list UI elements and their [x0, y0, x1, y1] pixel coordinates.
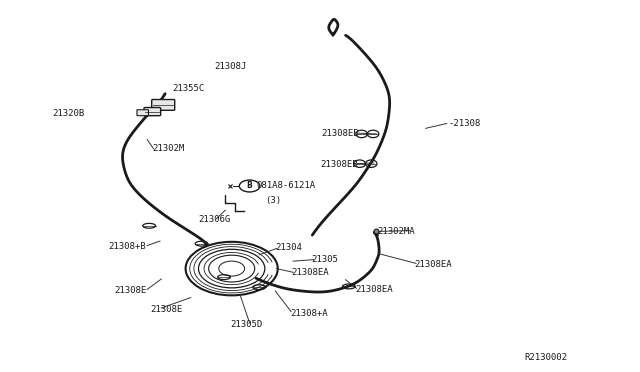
Text: 21308EA: 21308EA [355, 285, 393, 294]
Text: 21308E: 21308E [114, 286, 146, 295]
Text: 21304: 21304 [275, 243, 302, 252]
Text: 21308EB: 21308EB [321, 129, 359, 138]
Text: 081A8-6121A: 081A8-6121A [256, 181, 315, 190]
Text: 21308EA: 21308EA [415, 260, 452, 269]
Text: 21305D: 21305D [230, 320, 262, 329]
Text: -21308: -21308 [448, 119, 480, 128]
Text: (3): (3) [265, 196, 281, 205]
Text: 21308EA: 21308EA [291, 268, 329, 277]
FancyBboxPatch shape [137, 110, 148, 116]
Text: 21308J: 21308J [214, 62, 246, 71]
Text: 21308+A: 21308+A [290, 309, 328, 318]
Text: 21302MA: 21302MA [378, 227, 415, 236]
Text: 21308E: 21308E [150, 305, 182, 314]
Text: 21306G: 21306G [198, 215, 230, 224]
Text: 21302M: 21302M [152, 144, 184, 153]
Text: 21320B: 21320B [52, 109, 84, 118]
Text: 21305: 21305 [312, 255, 339, 264]
FancyBboxPatch shape [144, 108, 161, 116]
Text: 21308EB: 21308EB [320, 160, 358, 169]
Text: 21355C: 21355C [173, 84, 205, 93]
Text: 21308+B: 21308+B [109, 242, 147, 251]
Text: R2130002: R2130002 [525, 353, 568, 362]
FancyBboxPatch shape [152, 99, 175, 110]
Text: B: B [247, 182, 252, 190]
